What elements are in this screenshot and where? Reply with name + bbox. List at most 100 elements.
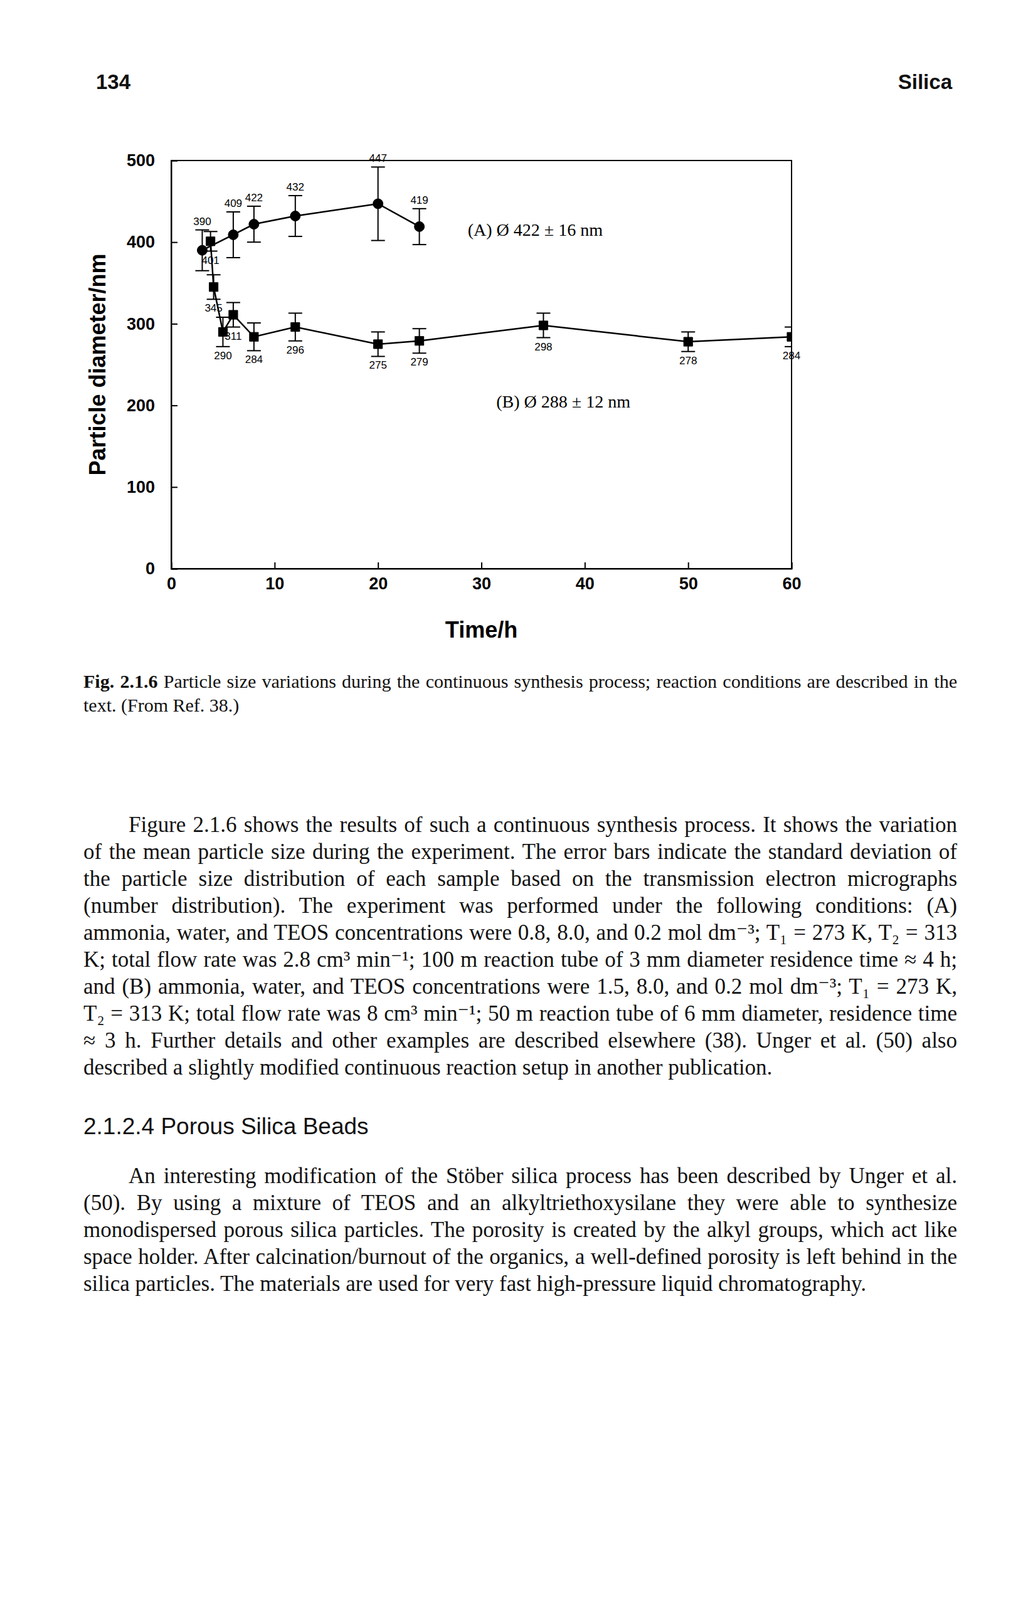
axis-line <box>171 161 179 570</box>
error-cap <box>247 241 261 243</box>
error-cap <box>247 205 261 207</box>
marker <box>209 282 219 292</box>
data-label: 409 <box>224 197 243 210</box>
caption-label: Fig. 2.1.6 <box>83 671 158 692</box>
tick: 300 <box>126 314 178 334</box>
marker <box>373 339 383 349</box>
tick-label: 300 <box>126 314 155 334</box>
tick: 50 <box>679 562 699 594</box>
page: 134Silica01020304050600100200300400500Ti… <box>0 0 1023 1600</box>
data-label: 419 <box>410 194 428 207</box>
data-label: 278 <box>679 355 697 367</box>
marker <box>290 211 301 222</box>
marker <box>787 332 792 342</box>
axis-line <box>171 562 793 570</box>
data-label: 296 <box>286 344 305 357</box>
error-bar <box>536 312 551 338</box>
error-cap <box>215 316 230 319</box>
plot-area <box>195 166 792 357</box>
tick: 60 <box>782 562 801 594</box>
data-label: 275 <box>368 359 387 372</box>
x-axis-title: Time/h <box>445 617 518 643</box>
tick-label: 60 <box>782 574 801 594</box>
error-cap <box>371 240 386 242</box>
data-label: 311 <box>224 330 242 343</box>
tick-mark <box>584 562 586 569</box>
y-axis-title: Particle diameter/nm <box>84 253 111 476</box>
tick-mark <box>791 562 793 569</box>
error-cap <box>412 208 427 210</box>
tick-mark <box>171 568 178 571</box>
running-title: Silica <box>898 70 953 95</box>
chart: 01020304050600100200300400500Time/hParti… <box>0 0 1023 656</box>
error-cap <box>536 312 551 314</box>
error-cap <box>412 352 427 354</box>
paragraph: Figure 2.1.6 shows the results of such a… <box>83 811 958 1082</box>
tick-mark <box>274 562 276 569</box>
marker <box>249 332 259 342</box>
tick-mark <box>171 160 178 162</box>
error-cap <box>681 351 695 353</box>
data-label: 284 <box>782 349 801 362</box>
paragraph: An interesting modification of the Stöbe… <box>83 1162 958 1298</box>
error-bar <box>203 231 218 251</box>
error-bar <box>226 302 241 328</box>
marker <box>373 198 384 209</box>
marker <box>415 336 425 346</box>
tick: 0 <box>145 559 178 579</box>
tick-label: 0 <box>145 559 155 579</box>
error-cap <box>288 312 303 314</box>
tick-label: 10 <box>265 574 285 594</box>
tick: 40 <box>575 562 595 594</box>
error-bar <box>784 327 792 347</box>
tick-label: 30 <box>472 574 492 594</box>
series-line <box>210 241 792 345</box>
tick-mark <box>377 562 379 569</box>
error-cap <box>371 355 386 357</box>
error-bar <box>247 323 261 351</box>
marker <box>206 237 216 246</box>
tick: 20 <box>368 562 388 594</box>
error-cap <box>226 326 241 329</box>
error-cap <box>195 229 209 231</box>
error-bar <box>288 312 303 341</box>
error-cap <box>371 331 386 333</box>
tick: 400 <box>126 232 178 252</box>
tick: 500 <box>126 151 178 170</box>
marker <box>538 321 548 330</box>
data-label: 290 <box>213 349 232 362</box>
error-cap <box>536 337 551 339</box>
figure-caption: Fig. 2.1.6 Particle size variations duri… <box>83 669 958 718</box>
page-number: 134 <box>95 70 131 95</box>
tick-mark <box>171 242 178 244</box>
tick-mark <box>481 562 483 569</box>
marker <box>228 310 238 320</box>
error-bar <box>412 208 427 245</box>
tick-label: 50 <box>679 574 699 594</box>
tick: 200 <box>126 396 178 416</box>
tick-mark <box>688 562 690 569</box>
data-label: 447 <box>368 152 387 165</box>
data-label: 345 <box>204 302 223 315</box>
tick-label: 400 <box>126 232 155 252</box>
error-bar <box>206 274 221 300</box>
tick: 100 <box>126 477 178 497</box>
error-cap <box>784 326 792 329</box>
marker <box>414 221 425 232</box>
marker <box>291 323 300 332</box>
tick-label: 100 <box>126 477 155 497</box>
marker <box>683 337 693 347</box>
data-label: 390 <box>193 215 211 228</box>
tick-mark <box>171 405 178 407</box>
caption-text: Particle size variations during the cont… <box>83 671 958 716</box>
plot-frame <box>171 160 792 569</box>
tick-label: 500 <box>126 151 155 170</box>
data-label: 432 <box>286 181 305 194</box>
tick-label: 20 <box>368 574 388 594</box>
data-label: 422 <box>245 191 263 204</box>
tick-label: 40 <box>575 574 595 594</box>
error-bar <box>412 328 427 354</box>
error-cap <box>226 211 241 213</box>
tick-mark <box>171 323 178 325</box>
series-label: (A) Ø 422 ± 16 nm <box>467 220 603 240</box>
